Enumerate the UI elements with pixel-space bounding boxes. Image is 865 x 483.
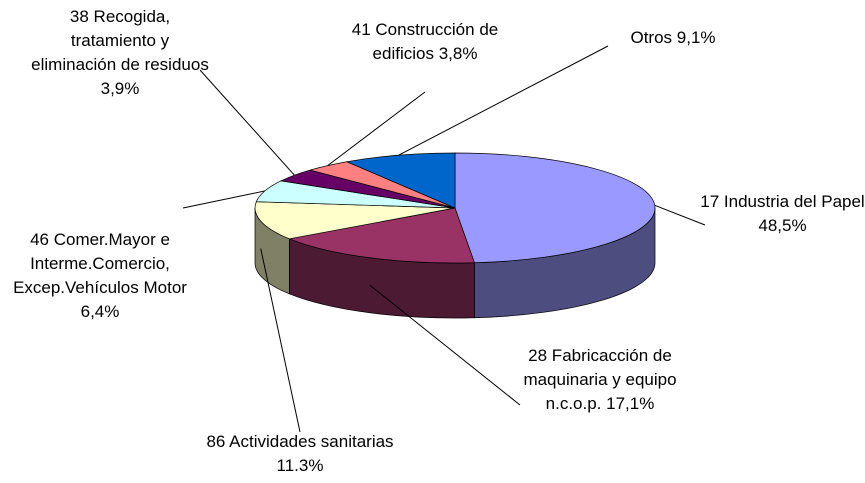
value-label: 3,9% (100, 79, 140, 98)
value-label: 9,1% (676, 28, 716, 47)
slice (288, 207, 475, 264)
slice (254, 201, 456, 240)
value-label: 11.3% (276, 456, 324, 475)
category-name: 46 Comer.Mayor e Interme.Comercio, Excep… (13, 230, 187, 297)
leader-line (199, 69, 295, 176)
value-label: 3,8% (438, 44, 478, 63)
slice-label: 46 Comer.Mayor e Interme.Comercio, Excep… (0, 228, 200, 324)
category-name: 41 Construcción de edificios (351, 20, 499, 63)
category-name: 17 Industria del Papel (700, 192, 865, 211)
category-name: 38 Recogida, tratamiento y eliminación d… (31, 7, 209, 74)
leader-line (398, 45, 609, 156)
leader-line (260, 248, 301, 433)
slice-label: 17 Industria del Papel 48,5% (700, 190, 865, 238)
slice-label: 38 Recogida, tratamiento y eliminación d… (30, 5, 210, 101)
category-name: 28 Fabricacción de maquinaria y equipo n… (523, 346, 677, 413)
slice-label: 41 Construcción de edificios 3,8% (330, 18, 520, 66)
leader-line (654, 204, 706, 226)
leader-line (369, 284, 521, 406)
slice-label: 28 Fabricacción de maquinaria y equipo n… (505, 344, 695, 416)
slice-label: 86 Actividades sanitarias 11.3% (200, 430, 400, 478)
category-name: 86 Actividades sanitarias (206, 432, 394, 451)
value-label: 17,1% (606, 394, 655, 413)
slice-label: Otros 9,1% (608, 26, 738, 50)
value-label: 48,5% (758, 216, 807, 235)
category-name: Otros (630, 28, 673, 47)
leader-line (182, 190, 265, 209)
value-label: 6,4% (80, 302, 120, 321)
leader-line (327, 91, 426, 166)
